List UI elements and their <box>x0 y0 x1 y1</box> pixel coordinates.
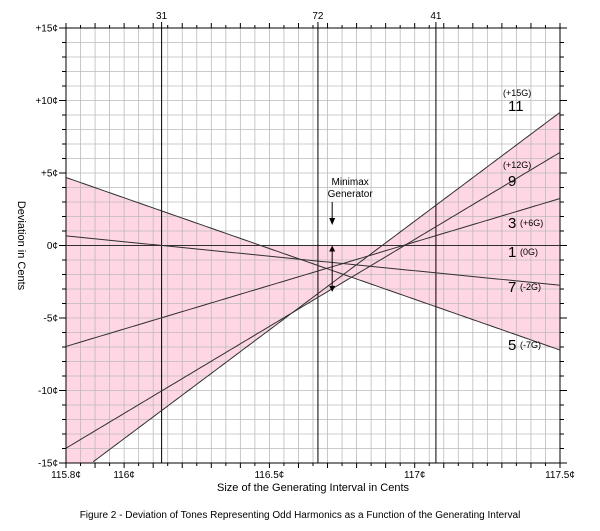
harmonic-line-11 <box>92 111 561 463</box>
edo-marker-label: 41 <box>430 11 442 22</box>
edo-marker-label: 72 <box>312 11 324 22</box>
harmonic-number-7: 7 <box>508 279 516 296</box>
minimax-generator: Minimax Generator <box>328 177 374 292</box>
harmonic-line-9 <box>65 151 561 449</box>
harmonic-multiplier-5: (-7G) <box>520 340 541 350</box>
y-tick-label: +15¢ <box>35 24 58 35</box>
y-tick-label: +10¢ <box>35 96 58 107</box>
harmonic-multiplier-1: (0G) <box>520 247 538 257</box>
y-tick-label: -5¢ <box>44 314 58 325</box>
harmonic-number-9: 9 <box>508 173 516 190</box>
minimax-arrowhead-top <box>329 245 336 252</box>
y-axis-title: Deviation in Cents <box>15 201 27 291</box>
minimax-label-line1: Minimax <box>332 177 369 188</box>
y-tick-label: 0¢ <box>47 241 58 252</box>
harmonic-number-5: 5 <box>508 337 516 354</box>
minimax-arrowhead-bottom <box>329 285 336 292</box>
y-tick-labels: +15¢ +10¢ +5¢ 0¢ -5¢ -10¢ -15¢ <box>35 24 58 470</box>
harmonic-multiplier-11: (+15G) <box>503 88 531 98</box>
x-tick-label: 116.5¢ <box>254 470 284 481</box>
x-tick-label: 116¢ <box>113 470 135 481</box>
x-tick-label: 117¢ <box>404 470 426 481</box>
x-tick-label: 117.5¢ <box>545 470 575 481</box>
harmonic-line-5 <box>65 177 561 351</box>
x-tick-label: 115.8¢ <box>51 470 81 481</box>
y-tick-label: +5¢ <box>41 169 58 180</box>
figure-caption: Figure 2 - Deviation of Tones Representi… <box>79 510 521 521</box>
x-tick-labels: 115.8¢ 116¢ 116.5¢ 117¢ 117.5¢ <box>51 470 575 481</box>
harmonic-number-11: 11 <box>508 98 524 115</box>
harmonic-line-7 <box>65 235 561 286</box>
edo-markers: 31 72 41 <box>156 11 442 463</box>
edo-marker-label: 31 <box>156 11 168 22</box>
x-axis-title: Size of the Generating Interval in Cents <box>217 482 409 494</box>
y-tick-label: -10¢ <box>38 386 58 397</box>
y-tick-label: -15¢ <box>38 459 58 470</box>
harmonic-multiplier-3: (+6G) <box>520 218 543 228</box>
minimax-label-line2: Generator <box>328 189 374 200</box>
harmonic-line-3 <box>65 198 561 347</box>
harmonic-deviation-chart: 31 72 41 Minimax Generator 1 (0G) 3 (+6G) 5 (-7… <box>15 11 575 494</box>
axis-ticks <box>59 23 567 468</box>
harmonic-multiplier-7: (-2G) <box>520 282 541 292</box>
harmonic-lines <box>65 111 561 463</box>
harmonic-number-3: 3 <box>508 215 516 232</box>
harmonic-labels: 1 (0G) 3 (+6G) 5 (-7G) 7 (-2G) 9 (+12G) 11(+15G) <box>503 88 543 354</box>
harmonic-number-1: 1 <box>508 244 516 261</box>
harmonic-multiplier-9: (+12G) <box>503 160 531 170</box>
minimax-pointer-head <box>329 218 336 225</box>
